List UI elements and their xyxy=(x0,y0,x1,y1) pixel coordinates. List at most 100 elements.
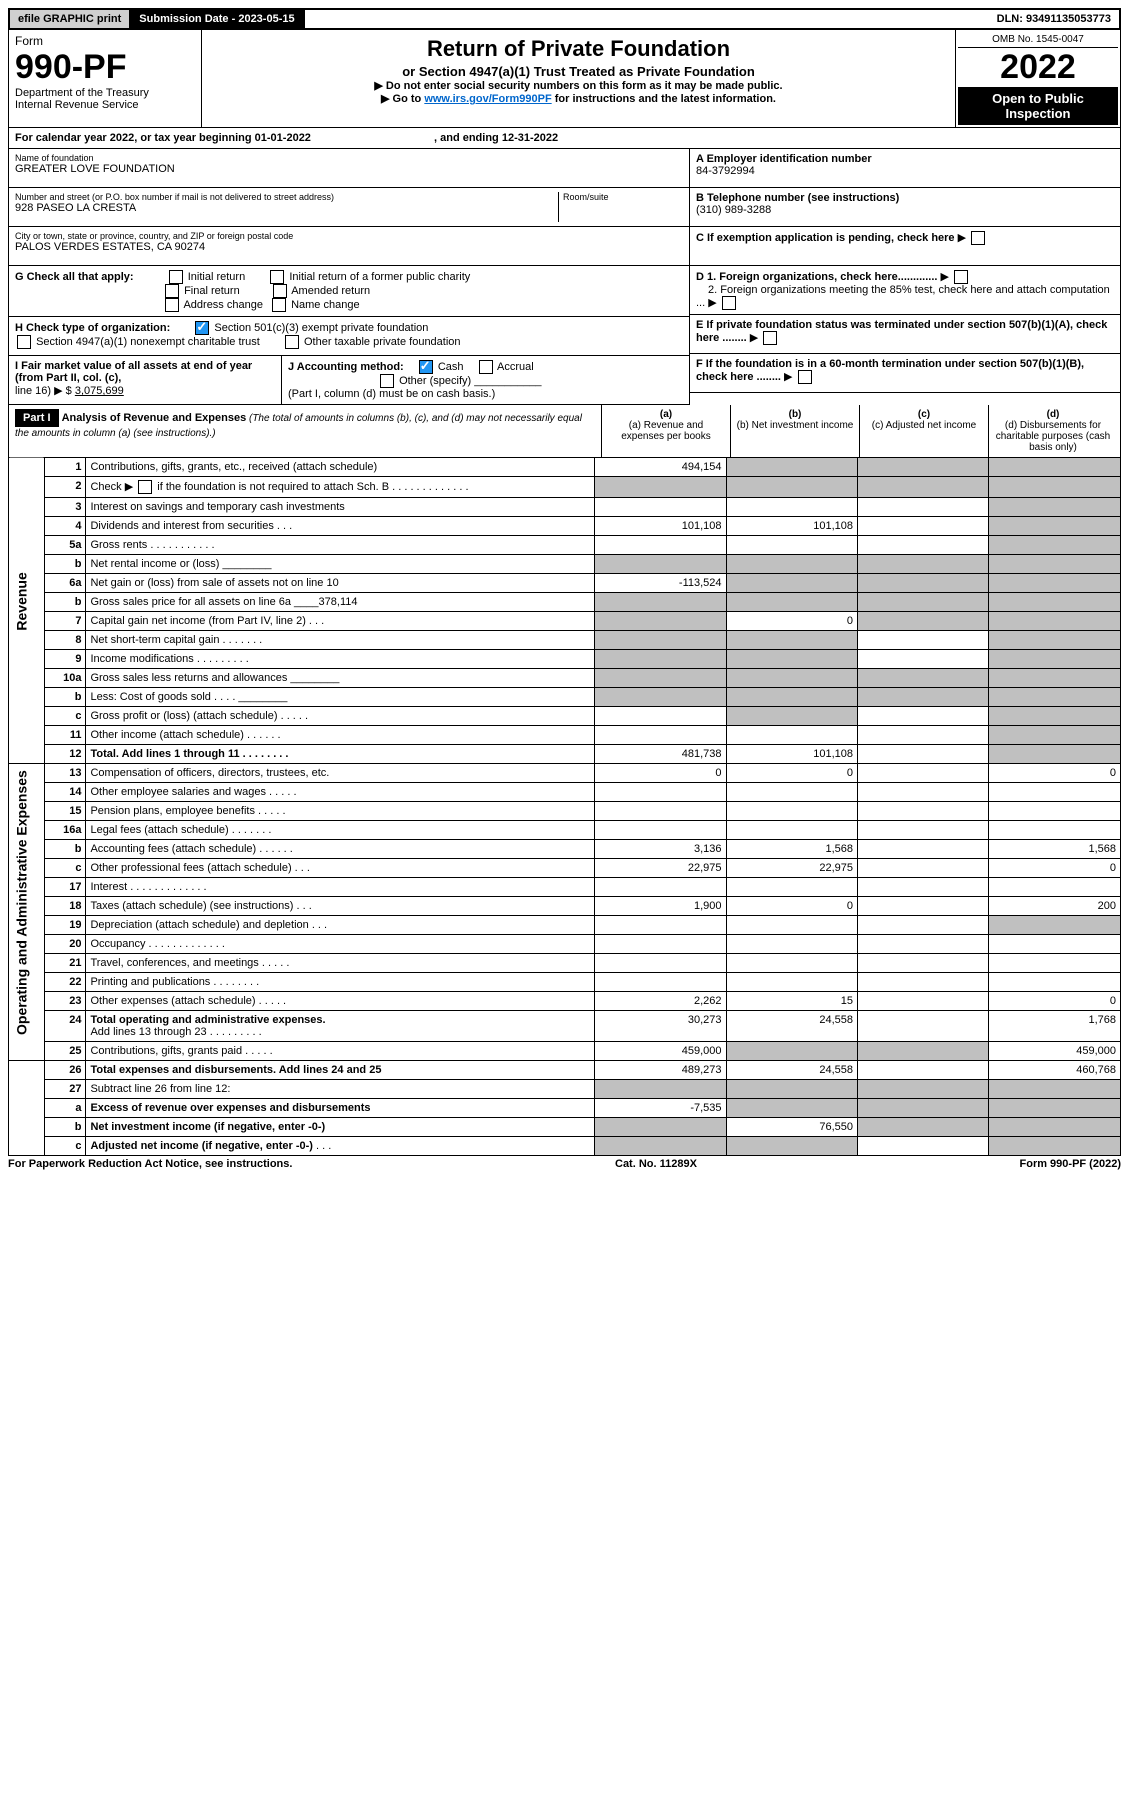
ein: 84-3792994 xyxy=(696,165,1114,177)
table-row: 17Interest . . . . . . . . . . . . . xyxy=(9,878,1121,897)
e-row: E If private foundation status was termi… xyxy=(690,315,1120,354)
dln: DLN: 93491135053773 xyxy=(989,10,1119,28)
form-title: Return of Private Foundation xyxy=(208,36,949,62)
c-row: C If exemption application is pending, c… xyxy=(690,227,1120,266)
id-block: Name of foundation GREATER LOVE FOUNDATI… xyxy=(8,149,1121,405)
table-row: Revenue 1Contributions, gifts, grants, e… xyxy=(9,458,1121,477)
address-change-checkbox[interactable] xyxy=(165,298,179,312)
table-row: 16aLegal fees (attach schedule) . . . . … xyxy=(9,821,1121,840)
table-row: bGross sales price for all assets on lin… xyxy=(9,593,1121,612)
60-month-checkbox[interactable] xyxy=(798,370,812,384)
g-check-row: G Check all that apply: Initial return I… xyxy=(9,266,689,317)
f-row: F If the foundation is in a 60-month ter… xyxy=(690,354,1120,393)
initial-return-checkbox[interactable] xyxy=(169,270,183,284)
header-note-2: ▶ Go to www.irs.gov/Form990PF for instru… xyxy=(208,92,949,105)
table-row: bNet investment income (if negative, ent… xyxy=(9,1118,1121,1137)
exemption-pending-checkbox[interactable] xyxy=(971,231,985,245)
table-row: 3Interest on savings and temporary cash … xyxy=(9,498,1121,517)
name-label: Name of foundation xyxy=(15,153,683,163)
form-subtitle: or Section 4947(a)(1) Trust Treated as P… xyxy=(208,64,949,79)
sch-b-checkbox[interactable] xyxy=(138,480,152,494)
501c3-checkbox[interactable] xyxy=(195,321,209,335)
table-row: 20Occupancy . . . . . . . . . . . . . xyxy=(9,935,1121,954)
4947a1-checkbox[interactable] xyxy=(17,335,31,349)
other-method-checkbox[interactable] xyxy=(380,374,394,388)
city-state-zip: PALOS VERDES ESTATES, CA 90274 xyxy=(15,241,683,253)
page-footer: For Paperwork Reduction Act Notice, see … xyxy=(8,1156,1121,1172)
dept-line-2: Internal Revenue Service xyxy=(15,99,195,111)
table-row: 21Travel, conferences, and meetings . . … xyxy=(9,954,1121,973)
table-row: 10aGross sales less returns and allowanc… xyxy=(9,669,1121,688)
footer-right: Form 990-PF (2022) xyxy=(1020,1158,1121,1170)
table-row: Operating and Administrative Expenses 13… xyxy=(9,764,1121,783)
irs-link[interactable]: www.irs.gov/Form990PF xyxy=(424,93,551,105)
header-note-1: ▶ Do not enter social security numbers o… xyxy=(208,79,949,92)
i-j-row: I Fair market value of all assets at end… xyxy=(9,356,689,405)
table-row: 22Printing and publications . . . . . . … xyxy=(9,973,1121,992)
revenue-side-label: Revenue xyxy=(9,458,45,745)
table-row: bLess: Cost of goods sold . . . . ______… xyxy=(9,688,1121,707)
calendar-year-row: For calendar year 2022, or tax year begi… xyxy=(8,128,1121,149)
col-d-header: (d)(d) Disbursements for charitable purp… xyxy=(989,405,1117,457)
table-row: aExcess of revenue over expenses and dis… xyxy=(9,1099,1121,1118)
table-row: 2 Check ▶ if the foundation is not requi… xyxy=(9,477,1121,498)
efile-print-button[interactable]: efile GRAPHIC print xyxy=(10,10,131,28)
table-row: 6aNet gain or (loss) from sale of assets… xyxy=(9,574,1121,593)
d-row: D 1. Foreign organizations, check here..… xyxy=(690,266,1120,315)
footer-mid: Cat. No. 11289X xyxy=(615,1158,697,1170)
table-row: 26Total expenses and disbursements. Add … xyxy=(9,1061,1121,1080)
part1-header: Part I Analysis of Revenue and Expenses … xyxy=(8,405,1121,458)
table-row: 9Income modifications . . . . . . . . . xyxy=(9,650,1121,669)
address-label: Number and street (or P.O. box number if… xyxy=(15,192,558,202)
ein-label: A Employer identification number xyxy=(696,153,1114,165)
city-label: City or town, state or province, country… xyxy=(15,231,683,241)
expenses-side-label: Operating and Administrative Expenses xyxy=(9,764,45,1042)
foreign-85-checkbox[interactable] xyxy=(722,296,736,310)
top-bar: efile GRAPHIC print Submission Date - 20… xyxy=(8,8,1121,30)
table-row: 12Total. Add lines 1 through 11 . . . . … xyxy=(9,745,1121,764)
table-row: 7Capital gain net income (from Part IV, … xyxy=(9,612,1121,631)
table-row: 23Other expenses (attach schedule) . . .… xyxy=(9,992,1121,1011)
initial-former-checkbox[interactable] xyxy=(270,270,284,284)
col-a-header: (a)(a) Revenue and expenses per books xyxy=(602,405,731,457)
col-c-header: (c)(c) Adjusted net income xyxy=(860,405,989,457)
table-row: 15Pension plans, employee benefits . . .… xyxy=(9,802,1121,821)
form-label: Form xyxy=(15,34,195,48)
phone: (310) 989-3288 xyxy=(696,204,1114,216)
name-change-checkbox[interactable] xyxy=(272,298,286,312)
table-row: 27Subtract line 26 from line 12: xyxy=(9,1080,1121,1099)
table-row: 11Other income (attach schedule) . . . .… xyxy=(9,726,1121,745)
footer-left: For Paperwork Reduction Act Notice, see … xyxy=(8,1158,292,1170)
table-row: 5aGross rents . . . . . . . . . . . xyxy=(9,536,1121,555)
part1-tag: Part I xyxy=(15,409,59,427)
table-row: cAdjusted net income (if negative, enter… xyxy=(9,1137,1121,1156)
accrual-checkbox[interactable] xyxy=(479,360,493,374)
address: 928 PASEO LA CRESTA xyxy=(15,202,558,214)
foundation-name: GREATER LOVE FOUNDATION xyxy=(15,163,683,175)
fmv-value: 3,075,699 xyxy=(75,385,124,397)
amended-return-checkbox[interactable] xyxy=(273,284,287,298)
table-row: bAccounting fees (attach schedule) . . .… xyxy=(9,840,1121,859)
table-row: 24Total operating and administrative exp… xyxy=(9,1011,1121,1042)
dept-line-1: Department of the Treasury xyxy=(15,87,195,99)
foreign-org-checkbox[interactable] xyxy=(954,270,968,284)
table-row: 8Net short-term capital gain . . . . . .… xyxy=(9,631,1121,650)
phone-label: B Telephone number (see instructions) xyxy=(696,192,1114,204)
tax-year: 2022 xyxy=(958,48,1118,87)
final-return-checkbox[interactable] xyxy=(165,284,179,298)
table-row: bNet rental income or (loss) ________ xyxy=(9,555,1121,574)
table-row: cOther professional fees (attach schedul… xyxy=(9,859,1121,878)
cash-checkbox[interactable] xyxy=(419,360,433,374)
open-to-public: Open to PublicInspection xyxy=(958,87,1118,125)
table-row: 4Dividends and interest from securities … xyxy=(9,517,1121,536)
table-row: 19Depreciation (attach schedule) and dep… xyxy=(9,916,1121,935)
col-b-header: (b)(b) Net investment income xyxy=(731,405,860,457)
other-taxable-checkbox[interactable] xyxy=(285,335,299,349)
status-terminated-checkbox[interactable] xyxy=(763,331,777,345)
submission-date-label: Submission Date - 2023-05-15 xyxy=(131,10,304,28)
h-check-row: H Check type of organization: Section 50… xyxy=(9,317,689,356)
omb-number: OMB No. 1545-0047 xyxy=(958,32,1118,48)
room-label: Room/suite xyxy=(563,192,683,202)
table-row: 14Other employee salaries and wages . . … xyxy=(9,783,1121,802)
part1-table: Revenue 1Contributions, gifts, grants, e… xyxy=(8,458,1121,1156)
